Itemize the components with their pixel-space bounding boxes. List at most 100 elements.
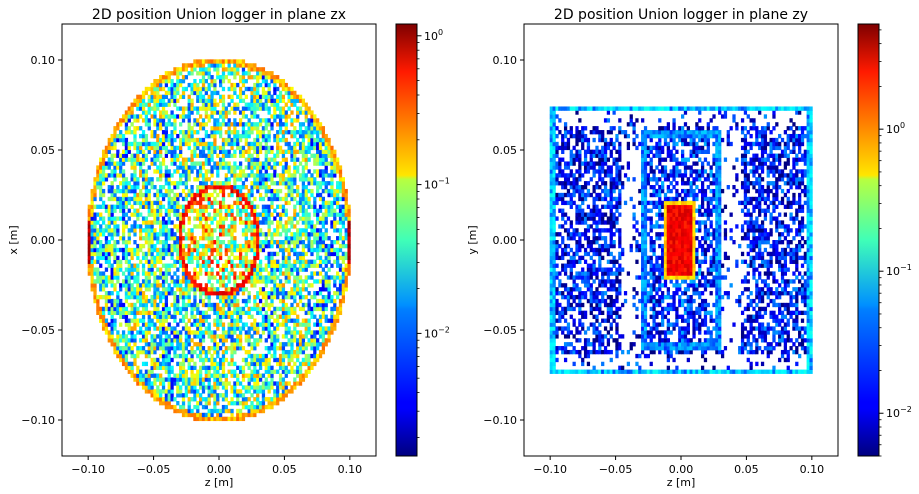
heatmap-cell <box>347 251 351 257</box>
heatmap-cell <box>250 267 254 272</box>
heatmap-cell <box>216 271 220 276</box>
heatmap-cell <box>164 302 169 308</box>
heatmap-cell <box>170 369 174 374</box>
heatmap-cell <box>141 181 146 186</box>
heatmap-cell <box>147 188 151 194</box>
heatmap-cell <box>133 133 137 139</box>
heatmap-cell <box>261 381 266 386</box>
heatmap-cell <box>127 149 131 154</box>
heatmap-cell <box>153 306 157 312</box>
heatmap-cell <box>90 204 94 209</box>
heatmap-cell <box>141 361 146 367</box>
heatmap-cell <box>210 365 214 370</box>
heatmap-cell <box>258 130 263 135</box>
heatmap-cell <box>256 71 260 76</box>
heatmap-cell <box>264 361 268 367</box>
heatmap-cell <box>549 141 553 147</box>
heatmap-cell <box>104 306 109 312</box>
heatmap-cell <box>253 294 257 300</box>
heatmap-cell <box>210 153 214 158</box>
heatmap-cell <box>290 177 294 182</box>
heatmap-cell <box>301 334 306 339</box>
heatmap-cell <box>270 369 274 374</box>
heatmap-cell <box>310 173 314 178</box>
heatmap-cell <box>141 310 146 316</box>
heatmap-cell <box>333 149 337 154</box>
heatmap-cell <box>196 71 200 76</box>
heatmap-cell <box>227 102 231 107</box>
heatmap-cell <box>187 94 191 100</box>
heatmap-cell <box>253 251 257 257</box>
heatmap-cell <box>153 377 157 382</box>
heatmap-cell <box>144 389 149 394</box>
heatmap-cell <box>93 240 97 245</box>
heatmap-cell <box>227 369 231 374</box>
heatmap-cell <box>293 361 297 367</box>
heatmap-cell <box>304 322 308 327</box>
heatmap-cell <box>336 275 340 280</box>
heatmap-cell <box>313 137 317 143</box>
heatmap-cell <box>221 185 226 190</box>
heatmap-cell <box>159 397 163 402</box>
heatmap-cell <box>267 334 271 339</box>
heatmap-cell <box>181 220 186 225</box>
heatmap-cell <box>250 385 254 390</box>
heatmap-cell <box>221 102 226 107</box>
heatmap-cell <box>316 216 320 221</box>
heatmap-cell <box>313 349 317 355</box>
heatmap-cell <box>247 294 251 300</box>
heatmap-cell <box>284 236 288 241</box>
heatmap-cell <box>276 240 280 245</box>
heatmap-cell <box>276 145 280 151</box>
heatmap-cell <box>238 346 243 351</box>
heatmap-cell <box>233 102 237 107</box>
heatmap-cell <box>161 86 166 92</box>
heatmap-cell <box>164 188 169 194</box>
heatmap-cell <box>187 236 191 241</box>
heatmap-cell <box>116 126 120 131</box>
heatmap-cell <box>199 385 203 390</box>
heatmap-cell <box>204 169 208 174</box>
heatmap-cell <box>330 161 334 166</box>
heatmap-cell <box>230 228 234 233</box>
heatmap-cell <box>210 98 214 103</box>
heatmap-cell <box>253 220 257 225</box>
heatmap-cell <box>327 153 331 158</box>
heatmap-cell <box>193 63 197 68</box>
heatmap-cell <box>147 247 151 253</box>
heatmap-cell <box>179 389 183 394</box>
heatmap-cell <box>278 188 283 194</box>
heatmap-cell <box>179 294 183 300</box>
heatmap-cell <box>241 377 246 382</box>
heatmap-cell <box>290 334 294 339</box>
heatmap-cell <box>273 118 277 123</box>
heatmap-cell <box>219 161 223 166</box>
heatmap-cell <box>230 106 234 111</box>
heatmap-cell <box>181 90 186 96</box>
heatmap-cell <box>250 63 254 68</box>
heatmap-cell <box>552 208 556 213</box>
heatmap-cell <box>555 291 559 296</box>
heatmap-cell <box>318 326 323 331</box>
heatmap-cell <box>201 318 206 323</box>
heatmap-cell <box>241 63 246 68</box>
heatmap-cell <box>224 346 228 351</box>
heatmap-cell <box>119 161 123 166</box>
heatmap-cell <box>253 326 257 331</box>
heatmap-cell <box>219 181 223 186</box>
heatmap-cell <box>233 63 237 68</box>
heatmap-cell <box>156 153 160 158</box>
heatmap-cell <box>552 118 556 123</box>
heatmap-cell <box>179 377 183 382</box>
heatmap-cell <box>549 126 553 131</box>
heatmap-cell <box>136 141 140 147</box>
heatmap-cell <box>250 326 254 331</box>
heatmap-cell <box>310 271 314 276</box>
heatmap-cell <box>210 232 214 237</box>
heatmap-cell <box>284 279 288 284</box>
heatmap-cell <box>241 291 246 296</box>
heatmap-cell <box>207 161 211 166</box>
heatmap-cell <box>204 224 208 229</box>
heatmap-cell <box>236 408 240 414</box>
heatmap-cell <box>144 192 149 198</box>
